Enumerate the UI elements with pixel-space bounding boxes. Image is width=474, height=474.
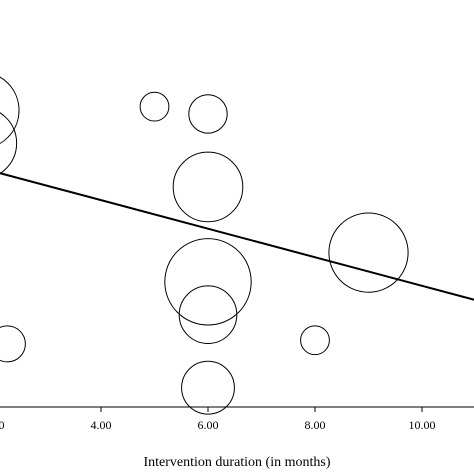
x-tick-label-2: 4.00 <box>91 418 112 432</box>
x-tick-label-5: 10.00 <box>409 418 436 432</box>
bubble-point-5 <box>172 151 244 223</box>
bubble-point-9 <box>0 325 26 363</box>
bubble-point-3 <box>139 91 170 122</box>
x-axis-ticks: 2.00 4.00 6.00 8.00 10.00 <box>0 407 436 432</box>
bubble-point-4 <box>188 94 228 134</box>
bubble-point-6 <box>164 238 252 326</box>
bubble-point-2 <box>0 112 18 175</box>
x-tick-label-3: 6.00 <box>198 418 219 432</box>
bubbles <box>0 76 409 415</box>
bubble-point-7 <box>178 285 238 345</box>
bubble-point-10 <box>300 325 330 356</box>
x-tick-label-1: 2.00 <box>0 418 5 432</box>
x-tick-label-4: 8.00 <box>305 418 326 432</box>
regression-line <box>0 172 474 301</box>
bubble-point-1 <box>0 76 20 145</box>
x-axis-label: Intervention duration (in months) <box>143 455 330 470</box>
bubble-point-8 <box>181 360 235 415</box>
bubble-point-11 <box>328 212 409 293</box>
